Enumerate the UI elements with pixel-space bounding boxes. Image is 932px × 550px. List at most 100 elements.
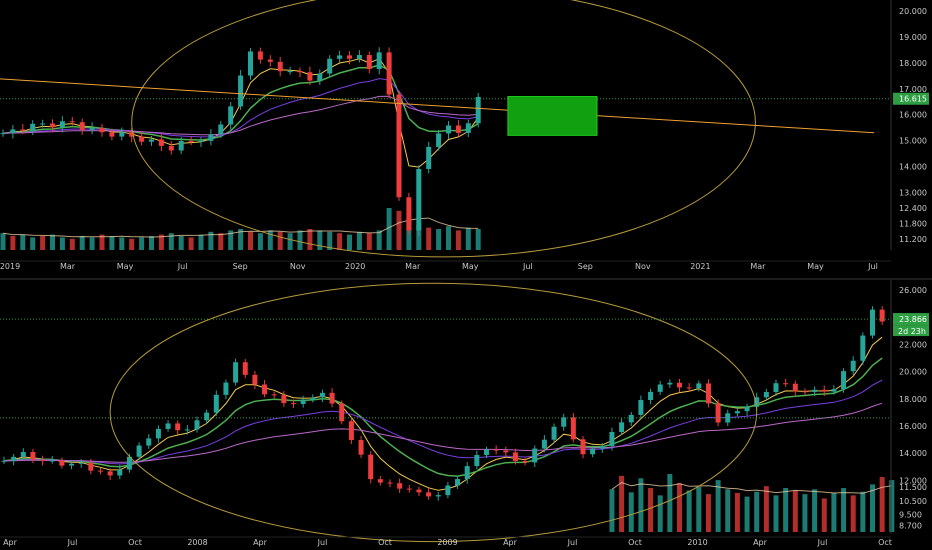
candle-body bbox=[300, 399, 306, 404]
volume-bar bbox=[783, 488, 789, 532]
candle-body bbox=[503, 450, 509, 453]
price-tick-label: 22.000 bbox=[899, 340, 927, 349]
candle-body bbox=[149, 139, 154, 142]
volume-bar bbox=[696, 486, 702, 532]
top-price-panel[interactable] bbox=[0, 0, 891, 258]
candle-body bbox=[262, 384, 268, 395]
candle-body bbox=[248, 51, 253, 76]
volume-bar bbox=[715, 480, 721, 532]
volume-bar bbox=[20, 234, 26, 250]
candle-body bbox=[561, 417, 567, 427]
candle-body bbox=[59, 121, 65, 128]
candle-body bbox=[821, 389, 827, 392]
candle-body bbox=[117, 469, 123, 476]
volume-bar bbox=[79, 236, 85, 250]
volume-bar bbox=[356, 231, 362, 250]
volume-bar bbox=[89, 237, 95, 250]
time-tick-label: May bbox=[462, 262, 479, 271]
price-tick-label: 16.000 bbox=[899, 422, 927, 431]
price-tick-label: 12.400 bbox=[899, 204, 927, 213]
volume-bar bbox=[802, 494, 808, 532]
time-tick-label: Jul bbox=[177, 262, 188, 271]
volume-bar bbox=[267, 230, 273, 250]
volume-bar bbox=[297, 230, 303, 250]
candle-body bbox=[493, 449, 499, 451]
candle-body bbox=[754, 397, 760, 407]
volume-bar bbox=[139, 237, 145, 250]
volume-bar bbox=[619, 475, 625, 532]
candle-body bbox=[377, 479, 383, 483]
cycle-ellipse bbox=[131, 0, 756, 258]
bottom-time-axis[interactable]: Apr Jul Oct 2008 Apr Jul Oct 2009 Apr Jul Oct 2010 A… bbox=[0, 536, 892, 547]
candle-body bbox=[0, 133, 6, 135]
top-price-axis[interactable]: 20.000 19.000 18.000 17.000 16.000 15.000 14.0… bbox=[890, 0, 929, 250]
price-tick-label: 10.500 bbox=[899, 497, 927, 506]
ema-mid-line bbox=[3, 357, 883, 477]
volume-bar bbox=[841, 488, 847, 532]
time-tick-label: Mar bbox=[750, 262, 766, 271]
top-time-axis[interactable]: 2019 Mar May Jul Sep Nov 2020 Mar May Jul Sep Nov 20… bbox=[0, 260, 891, 271]
volume-bar bbox=[821, 498, 827, 532]
candle-body bbox=[879, 309, 885, 322]
volume-bar bbox=[860, 491, 866, 532]
candle-body bbox=[267, 59, 273, 62]
time-tick-label: Oct bbox=[628, 538, 642, 547]
candle-body bbox=[252, 374, 258, 385]
last-price-tag bbox=[893, 313, 929, 326]
candle-body bbox=[744, 406, 750, 412]
cycle-ellipse bbox=[109, 282, 758, 543]
time-tick-label: Apr bbox=[503, 538, 518, 547]
candle-body bbox=[725, 413, 731, 423]
candle-body bbox=[139, 136, 145, 142]
price-tick-label: 8.700 bbox=[899, 521, 922, 530]
candle-body bbox=[580, 439, 586, 455]
volume-bar bbox=[149, 236, 154, 250]
volume-bar bbox=[248, 231, 253, 250]
ma-slow-line bbox=[3, 379, 883, 465]
price-tick-label: 9.500 bbox=[899, 510, 922, 519]
price-tick-label: 17.000 bbox=[899, 85, 927, 94]
candle-body bbox=[11, 456, 17, 461]
volume-bar bbox=[129, 238, 135, 250]
candle-body bbox=[165, 423, 171, 429]
candle-body bbox=[446, 125, 451, 134]
candle-body bbox=[310, 397, 316, 400]
volume-bar bbox=[792, 490, 798, 532]
candle-body bbox=[532, 448, 538, 463]
candle-body bbox=[98, 470, 103, 472]
candle-body bbox=[416, 489, 422, 493]
volume-bar bbox=[376, 230, 382, 250]
candle-body bbox=[277, 61, 283, 72]
time-tick-label: 2020 bbox=[345, 262, 365, 271]
candle-body bbox=[339, 403, 345, 422]
candle-body bbox=[638, 400, 644, 415]
candle-body bbox=[802, 391, 808, 393]
volume-bar bbox=[734, 492, 740, 532]
candle-body bbox=[146, 438, 152, 446]
time-tick-label: Jul bbox=[67, 538, 78, 547]
resistance-trendline bbox=[0, 78, 875, 134]
candle-body bbox=[287, 71, 293, 73]
bottom-price-panel[interactable] bbox=[0, 282, 895, 543]
candle-body bbox=[129, 132, 135, 137]
volume-bar bbox=[119, 237, 125, 250]
volume-bar bbox=[109, 236, 115, 250]
candle-body bbox=[686, 387, 692, 389]
candle-body bbox=[850, 360, 856, 372]
time-tick-label: Jul bbox=[522, 262, 533, 271]
last-price-label: 16.615 bbox=[899, 95, 927, 104]
price-tick-label: 14.000 bbox=[899, 162, 927, 171]
candle-body bbox=[475, 96, 481, 124]
volume-bar bbox=[475, 229, 481, 250]
bottom-price-axis[interactable]: 26.00024.00022.00020.00018.00016.00014.0… bbox=[890, 280, 929, 534]
candle-body bbox=[773, 383, 779, 393]
time-tick-label: Nov bbox=[635, 262, 651, 271]
candle-body bbox=[812, 389, 818, 392]
time-tick-label: Oct bbox=[878, 538, 892, 547]
time-tick-label: 2010 bbox=[687, 538, 707, 547]
candle-body bbox=[337, 55, 343, 59]
time-tick-label: 2019 bbox=[0, 262, 20, 271]
candle-body bbox=[455, 479, 461, 486]
candle-body bbox=[512, 452, 518, 461]
volume-average-line bbox=[2, 217, 479, 238]
